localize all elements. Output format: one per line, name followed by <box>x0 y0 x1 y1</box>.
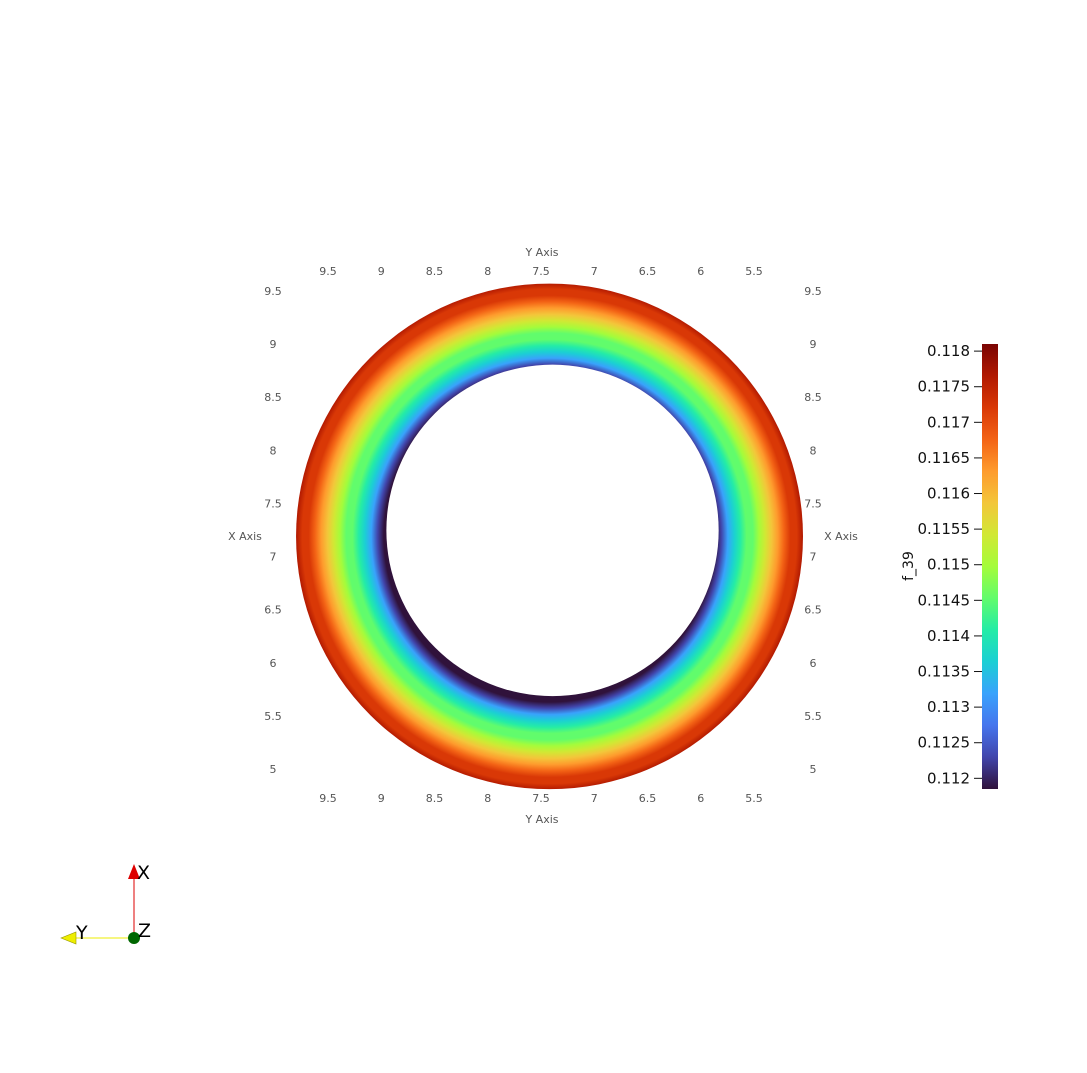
x-tick-label-right: 7.5 <box>804 497 822 510</box>
orientation-z-dot-icon <box>128 932 140 944</box>
y-tick-label-bottom: 8.5 <box>426 792 444 805</box>
colorbar-tick-label: 0.1155 <box>918 520 971 538</box>
colorbar-tick-label: 0.113 <box>927 698 970 716</box>
y-tick-label-top: 9.5 <box>319 265 337 278</box>
y-tick-label-bottom: 7 <box>591 792 598 805</box>
y-tick-label-bottom: 6 <box>697 792 704 805</box>
x-tick-label-right: 5.5 <box>804 710 822 723</box>
y-tick-label-top: 8 <box>484 265 491 278</box>
x-tick-label-left: 7 <box>270 551 277 564</box>
orientation-axes: X Y Z <box>60 862 151 945</box>
y-tick-label-bottom: 8 <box>484 792 491 805</box>
colorbar-tick-label: 0.115 <box>927 556 970 574</box>
orientation-y-label: Y <box>75 922 88 944</box>
orientation-x-label: X <box>137 862 150 884</box>
x-tick-label-right: 9 <box>810 338 817 351</box>
colorbar-ticks: 0.118 0.1175 0.117 0.1165 0.116 0.1155 0.115 0.… <box>918 342 982 787</box>
y-tick-label-bottom: 9.5 <box>319 792 337 805</box>
x-tick-label-right: 6.5 <box>804 604 822 617</box>
y-axis-title-top: Y Axis <box>524 246 558 259</box>
colorbar: 0.118 0.1175 0.117 0.1165 0.116 0.1155 0.115 0.… <box>901 342 998 789</box>
colorbar-tick-label: 0.1135 <box>918 663 971 681</box>
cube-axes: 9.5 9.5 9 9 8.5 8.5 8 8 7.5 7.5 7 7 6.5 6.5 6 6 5.5 5.5 9.… <box>264 265 822 805</box>
y-tick-label-bottom: 9 <box>378 792 385 805</box>
y-tick-label-top: 5.5 <box>745 265 763 278</box>
colorbar-tick-label: 0.118 <box>927 342 970 360</box>
y-tick-label-bottom: 7.5 <box>532 792 550 805</box>
y-tick-label-top: 7 <box>591 265 598 278</box>
x-tick-label-left: 5 <box>270 763 277 776</box>
y-tick-label-top: 6.5 <box>639 265 657 278</box>
x-tick-label-right: 9.5 <box>804 285 822 298</box>
x-tick-label-left: 7.5 <box>264 497 282 510</box>
colorbar-tick-label: 0.1125 <box>918 734 971 752</box>
x-tick-label-left: 8.5 <box>264 391 282 404</box>
x-tick-label-left: 6 <box>270 657 277 670</box>
colorbar-bar <box>982 344 998 789</box>
colorbar-tick-label: 0.116 <box>927 485 970 503</box>
x-tick-label-right: 5 <box>810 763 817 776</box>
y-tick-label-bottom: 6.5 <box>639 792 657 805</box>
x-tick-label-right: 7 <box>810 551 817 564</box>
x-tick-label-left: 6.5 <box>264 604 282 617</box>
x-tick-label-right: 8.5 <box>804 391 822 404</box>
orientation-y-arrow-icon <box>60 931 77 945</box>
y-tick-label-top: 9 <box>378 265 385 278</box>
y-tick-label-top: 7.5 <box>532 265 550 278</box>
x-tick-label-right: 8 <box>810 444 817 457</box>
colorbar-tick-label: 0.117 <box>927 413 970 431</box>
colorbar-tick-label: 0.112 <box>927 769 970 787</box>
colorbar-tick-label: 0.1165 <box>918 449 971 467</box>
colorbar-tick-label: 0.114 <box>927 627 970 645</box>
x-tick-label-left: 8 <box>270 444 277 457</box>
orientation-x-arrow-icon <box>128 864 140 879</box>
y-tick-label-top: 6 <box>697 265 704 278</box>
colorbar-title: f_39 <box>901 551 917 581</box>
y-axis-title-bottom: Y Axis <box>524 813 558 826</box>
x-axis-title-right: X Axis <box>824 530 858 543</box>
x-tick-label-right: 6 <box>810 657 817 670</box>
x-axis-title-left: X Axis <box>228 530 262 543</box>
x-tick-label-left: 9.5 <box>264 285 282 298</box>
y-tick-label-bottom: 5.5 <box>745 792 763 805</box>
colorbar-tick-label: 0.1145 <box>918 591 971 609</box>
colorbar-tick-label: 0.1175 <box>918 378 971 396</box>
x-tick-label-left: 5.5 <box>264 710 282 723</box>
y-tick-label-top: 8.5 <box>426 265 444 278</box>
x-tick-label-left: 9 <box>270 338 277 351</box>
orientation-z-label: Z <box>138 920 151 942</box>
